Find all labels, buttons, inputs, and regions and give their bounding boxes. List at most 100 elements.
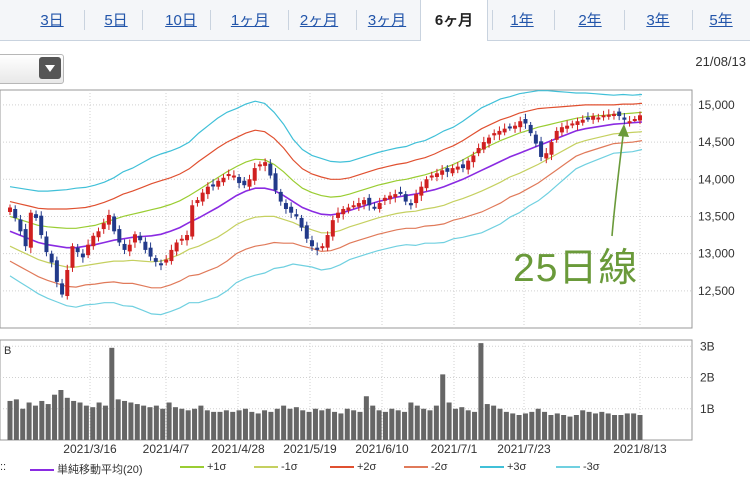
- volume-bar: [242, 408, 248, 440]
- candle-body: [117, 229, 122, 243]
- candle-body: [408, 203, 413, 206]
- tab-separator: [142, 10, 143, 30]
- legend-swatch: [254, 466, 278, 469]
- volume-bar: [535, 408, 541, 440]
- volume-bar: [300, 410, 306, 440]
- legend-label: -2σ: [431, 461, 448, 473]
- candle-body: [596, 117, 601, 120]
- candle-body: [49, 253, 54, 263]
- legend-label: +3σ: [507, 461, 527, 473]
- price-tick-label: 15,000: [698, 98, 735, 112]
- volume-bar: [20, 408, 26, 440]
- band-ma20: [9, 121, 643, 249]
- tab-4[interactable]: 2ヶ月: [299, 12, 339, 29]
- volume-bar: [503, 411, 509, 440]
- candle-body: [54, 260, 59, 282]
- legend-item: +2σ: [330, 461, 376, 473]
- tab-2[interactable]: 10日: [165, 12, 197, 29]
- volume-unit-label: B: [4, 345, 11, 357]
- tab-7[interactable]: 1年: [510, 12, 534, 29]
- candle-body: [346, 207, 351, 211]
- tab-separator: [692, 10, 693, 30]
- candle-body: [554, 130, 559, 140]
- candle-body: [70, 246, 75, 268]
- candle-body: [80, 253, 85, 258]
- volume-bar: [198, 405, 204, 440]
- candle-body: [65, 269, 70, 297]
- tab-6[interactable]: 6ヶ月: [420, 0, 488, 41]
- tab-separator: [288, 10, 289, 30]
- legend-item: -2σ: [404, 461, 448, 473]
- candle-body: [445, 168, 450, 172]
- volume-bar: [586, 411, 592, 440]
- candle-body: [28, 212, 33, 248]
- volume-tick-label: 2B: [700, 371, 715, 385]
- volume-bar: [7, 400, 13, 440]
- volume-bar: [306, 411, 312, 440]
- tab-8[interactable]: 2年: [578, 12, 602, 29]
- candle-body: [221, 177, 226, 183]
- volume-bar: [274, 408, 280, 440]
- legend-swatch: [480, 466, 504, 469]
- volume-bar: [96, 402, 102, 440]
- tab-separator: [356, 10, 357, 30]
- candle-body: [507, 126, 512, 129]
- legend-swatch: [30, 469, 54, 472]
- candle-body: [39, 215, 44, 236]
- volume-bar: [427, 410, 433, 440]
- candle-body: [309, 240, 314, 247]
- tab-0[interactable]: 3日: [40, 12, 64, 29]
- candle-body: [132, 234, 137, 243]
- x-tick-label: 2021/4/7: [143, 442, 190, 456]
- volume-bar: [612, 415, 618, 440]
- volume-bar: [185, 410, 191, 440]
- tab-9[interactable]: 3年: [646, 12, 670, 29]
- volume-bar: [484, 404, 490, 440]
- chevron-down-icon[interactable]: [39, 57, 61, 79]
- chart-type-dropdown[interactable]: [0, 54, 64, 84]
- volume-bar: [319, 410, 325, 440]
- candle-body: [231, 175, 236, 178]
- candle-body: [112, 216, 117, 232]
- tab-1[interactable]: 5日: [104, 12, 128, 29]
- candle-body: [419, 186, 424, 196]
- candle-body: [8, 207, 12, 212]
- candle-body: [585, 117, 590, 120]
- tab-3[interactable]: 1ヶ月: [230, 12, 270, 29]
- candle-body: [367, 197, 372, 206]
- tab-5[interactable]: 3ヶ月: [367, 12, 407, 29]
- candle-body: [315, 247, 320, 250]
- candle-body: [429, 175, 434, 178]
- candle-body: [273, 173, 278, 191]
- annotation-arrow: [611, 127, 625, 237]
- volume-bar: [52, 394, 58, 440]
- volume-bar: [472, 411, 478, 440]
- candle-body: [23, 229, 28, 247]
- volume-bar: [452, 408, 458, 440]
- candle-body: [638, 115, 642, 121]
- candle-body: [18, 219, 23, 232]
- legend-label: 単純移動平均(20): [57, 464, 143, 476]
- candle-body: [471, 155, 476, 163]
- tab-separator: [624, 10, 625, 30]
- volume-bar: [548, 415, 554, 440]
- candle-body: [632, 119, 637, 122]
- candle-body: [523, 119, 528, 124]
- volume-bar: [287, 408, 293, 440]
- volume-bar: [599, 411, 605, 440]
- volume-bar: [230, 411, 236, 440]
- candle-body: [336, 212, 341, 218]
- candle-body: [513, 125, 518, 129]
- legend-swatch: [404, 466, 428, 469]
- volume-bar: [32, 405, 38, 440]
- candle-body: [158, 263, 163, 266]
- legend-label: -3σ: [583, 461, 600, 473]
- volume-bar: [459, 407, 465, 440]
- volume-bar: [71, 400, 77, 440]
- price-tick-label: 14,500: [698, 135, 735, 149]
- volume-bar: [344, 408, 350, 440]
- tab-10[interactable]: 5年: [709, 12, 733, 29]
- volume-bar: [211, 411, 217, 440]
- legend-item: 単純移動平均(20): [30, 461, 143, 477]
